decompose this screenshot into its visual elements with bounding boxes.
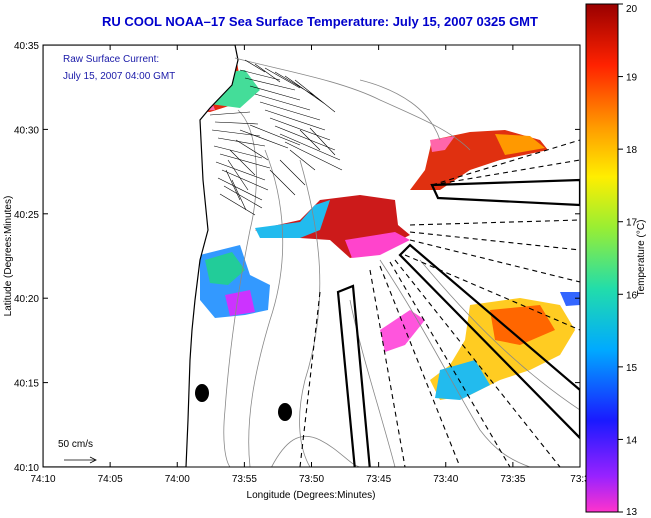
overlay-current-time: July 15, 2007 04:00 GMT (63, 71, 175, 82)
colorbar-tick-label: 17 (626, 218, 638, 229)
colorbar-tick-label: 16 (626, 290, 638, 301)
sector-box-south (336, 284, 371, 467)
x-tick-label: 73:3 (570, 474, 590, 485)
x-tick-label: 73:35 (500, 474, 525, 485)
x-tick-label: 73:50 (299, 474, 324, 485)
colorbar-tick-label: 19 (626, 73, 638, 84)
y-tick-label: 40:10 (14, 463, 39, 474)
scale-label: 50 cm/s (58, 439, 93, 450)
x-tick-label: 73:40 (433, 474, 458, 485)
map-plot-area (43, 45, 580, 467)
colorbar (585, 3, 619, 513)
colorbar-label: Temperature (°C) (636, 220, 647, 297)
sst-patch-west-core (205, 252, 245, 285)
sector-box-ne (430, 178, 580, 207)
x-ticks: 74:10 74:05 74:00 73:55 73:50 73:45 73:40 73:35… (30, 45, 590, 485)
current-vectors (209, 59, 343, 216)
colorbar-tick-label: 18 (626, 145, 638, 156)
y-ticks: 40:35 40:30 40:25 40:20 40:15 40:10 (14, 41, 580, 474)
sst-patch-middle-south (345, 232, 410, 258)
x-tick-label: 74:10 (30, 474, 55, 485)
colorbar-tick-label: 13 (626, 507, 638, 518)
colorbar-tick-label: 14 (626, 435, 638, 446)
x-tick-label: 73:55 (232, 474, 257, 485)
x-axis-label: Longitude (Degrees:Minutes) (247, 490, 376, 501)
bathymetry-contours (223, 57, 580, 467)
sector-box-se (398, 243, 580, 440)
colorbar-tick-label: 20 (626, 4, 638, 15)
sst-patch-middle-west (255, 200, 330, 238)
sst-patch-west-south (225, 290, 255, 316)
sst-patch-pink (380, 310, 425, 352)
x-tick-label: 73:45 (366, 474, 391, 485)
figure-title: RU COOL NOAA–17 Sea Surface Temperature:… (102, 14, 538, 29)
y-tick-label: 40:30 (14, 125, 39, 136)
x-tick-label: 74:05 (98, 474, 123, 485)
sst-patch-se-cool (435, 360, 490, 400)
sst-patch-ne-edge (430, 136, 455, 152)
colorbar-ticks: 20 19 18 17 16 15 14 13 (618, 3, 638, 518)
radar-sectors (299, 139, 580, 467)
scale-arrow (64, 456, 97, 464)
overlay-current-label: Raw Surface Current: (63, 54, 159, 65)
station-marker (278, 403, 292, 421)
sst-patch-ne-warm (495, 134, 545, 155)
colorbar-tick-label: 15 (626, 363, 638, 374)
y-axis-label: Latitude (Degrees:Minutes) (3, 196, 14, 317)
x-tick-label: 74:00 (165, 474, 190, 485)
y-tick-label: 40:20 (14, 294, 39, 305)
sst-patch-east-edge (560, 292, 580, 306)
sector-dashed-lines (299, 139, 580, 467)
y-tick-label: 40:25 (14, 210, 39, 221)
y-tick-label: 40:35 (14, 41, 39, 52)
coastline (43, 45, 239, 467)
sst-patch-se-warm (490, 305, 555, 345)
station-marker (195, 384, 209, 402)
y-tick-label: 40:15 (14, 379, 39, 390)
